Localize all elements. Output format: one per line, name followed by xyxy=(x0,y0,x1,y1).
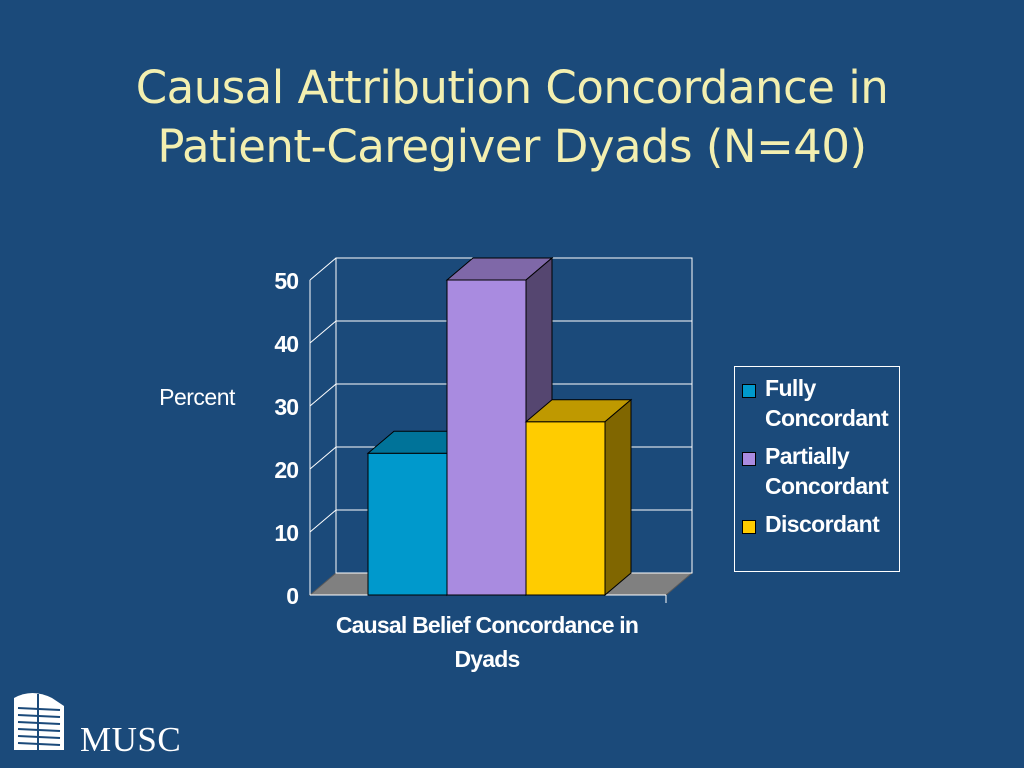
legend-label-discordant: Discordant xyxy=(765,511,880,537)
y-axis-label: Percent xyxy=(159,384,236,410)
y-tick-label: 50 xyxy=(274,268,298,294)
title-line-1: Causal Attribution Concordance in xyxy=(135,61,889,114)
y-tick-label: 20 xyxy=(274,457,298,483)
legend-swatch-partially-concordant xyxy=(742,452,756,466)
slide-title: Causal Attribution Concordance in Patien… xyxy=(0,58,1024,176)
bar-discordant xyxy=(525,421,606,596)
legend-swatch-fully-concordant xyxy=(742,384,756,398)
y-tick-label: 30 xyxy=(274,394,298,420)
bar-partially-concordant xyxy=(446,279,527,596)
x-axis-label-line-2: Dyads xyxy=(454,646,519,672)
bar-fully-concordant xyxy=(367,452,448,596)
x-axis-label-line-1: Causal Belief Concordance in xyxy=(336,612,638,638)
legend-label-partially-concordant: Partially Concordant xyxy=(765,443,889,499)
musc-logo: MUSC xyxy=(12,686,192,759)
legend-label-fully-concordant: Fully Concordant xyxy=(765,375,889,431)
bar-side-discordant xyxy=(604,398,632,597)
y-tick-label: 10 xyxy=(274,520,298,546)
legend-swatch-discordant xyxy=(742,520,756,534)
building-logo-icon xyxy=(14,693,64,750)
chart-legend: Fully Concordant Partially Concordant Di… xyxy=(734,366,900,572)
y-tick-label: 40 xyxy=(274,331,298,357)
logo-text: MUSC xyxy=(80,720,182,759)
y-tick-label: 0 xyxy=(286,583,298,609)
title-line-2: Patient-Caregiver Dyads (N=40) xyxy=(157,120,867,173)
